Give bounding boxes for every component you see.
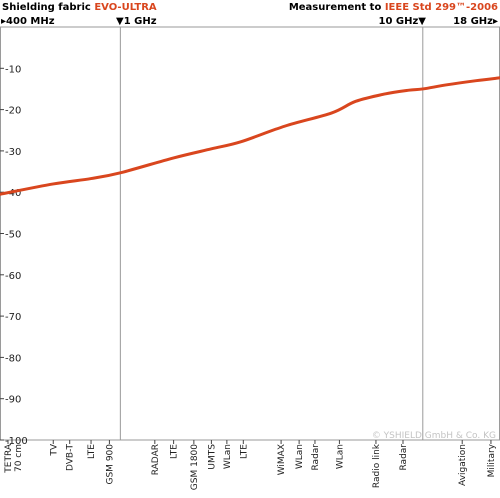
- category-label-18: Military: [487, 443, 497, 477]
- measurement-standard: IEEE Std 299™-2006: [385, 2, 498, 13]
- category-labels: TETRA 70 cm TV DVB-T LTE GSM 900 RADAR LTE GSM 1…: [4, 440, 497, 490]
- measurement-prefix: Measurement to: [289, 2, 385, 13]
- category-label-13: Radar: [311, 444, 321, 471]
- freq-end-label: 18 GHz▸: [453, 16, 498, 27]
- category-label-8: UMTS: [207, 444, 217, 470]
- y-tick-label-8: -90: [5, 395, 21, 406]
- category-label-9: WLan: [223, 444, 233, 469]
- category-label-17: Avigation: [458, 444, 468, 486]
- category-label-10: LTE: [239, 444, 249, 459]
- freq-1ghz-label: ▼1 GHz: [116, 16, 157, 27]
- y-tick-label-0: -10: [5, 64, 21, 75]
- category-label-15: Radio link: [372, 443, 382, 488]
- y-tick-label-9: -100: [5, 436, 28, 447]
- copyright: © YSHIELD GmbH & Co. KG: [372, 431, 496, 441]
- attenuation-curve: [0, 76, 500, 196]
- y-tick-label-1: -20: [5, 106, 21, 117]
- freq-10ghz-label: 10 GHz▼: [379, 16, 427, 27]
- y-tick-label-6: -70: [5, 312, 21, 323]
- category-label-14: WLan: [335, 444, 345, 469]
- y-tick-label-2: -30: [5, 147, 21, 158]
- category-label-12: WLan: [295, 444, 305, 469]
- y-tick-label-7: -80: [5, 353, 21, 364]
- y-tick-label-3: -40: [5, 188, 21, 199]
- y-tick-label-5: -60: [5, 271, 21, 282]
- category-label-2: DVB-T: [66, 444, 76, 472]
- header-prefix: Shielding fabric: [2, 2, 94, 13]
- category-label-7: GSM 1800: [190, 444, 200, 490]
- category-label-0: TETRA: [4, 443, 14, 474]
- y-axis-ticks: -10 -20 -30 -40 -50 -60 -70 -80 -90 -100: [0, 64, 28, 447]
- category-label-16: Radar: [399, 444, 409, 471]
- category-label-11: WiMAX: [277, 444, 287, 475]
- header-measurement: Measurement to IEEE Std 299™-2006: [289, 2, 498, 13]
- y-tick-label-4: -50: [5, 230, 21, 241]
- category-label-3: LTE: [87, 444, 97, 459]
- category-label-0-line2: 70 cm: [14, 444, 24, 472]
- category-label-5: RADAR: [151, 444, 161, 475]
- category-label-6: LTE: [170, 444, 180, 459]
- category-label-1: TV: [49, 443, 59, 456]
- header-title: Shielding fabric EVO-ULTRA: [2, 2, 157, 13]
- category-label-4: GSM 900: [105, 444, 115, 485]
- freq-start-label: ▸400 MHz: [1, 16, 55, 27]
- header-product: EVO-ULTRA: [94, 2, 157, 13]
